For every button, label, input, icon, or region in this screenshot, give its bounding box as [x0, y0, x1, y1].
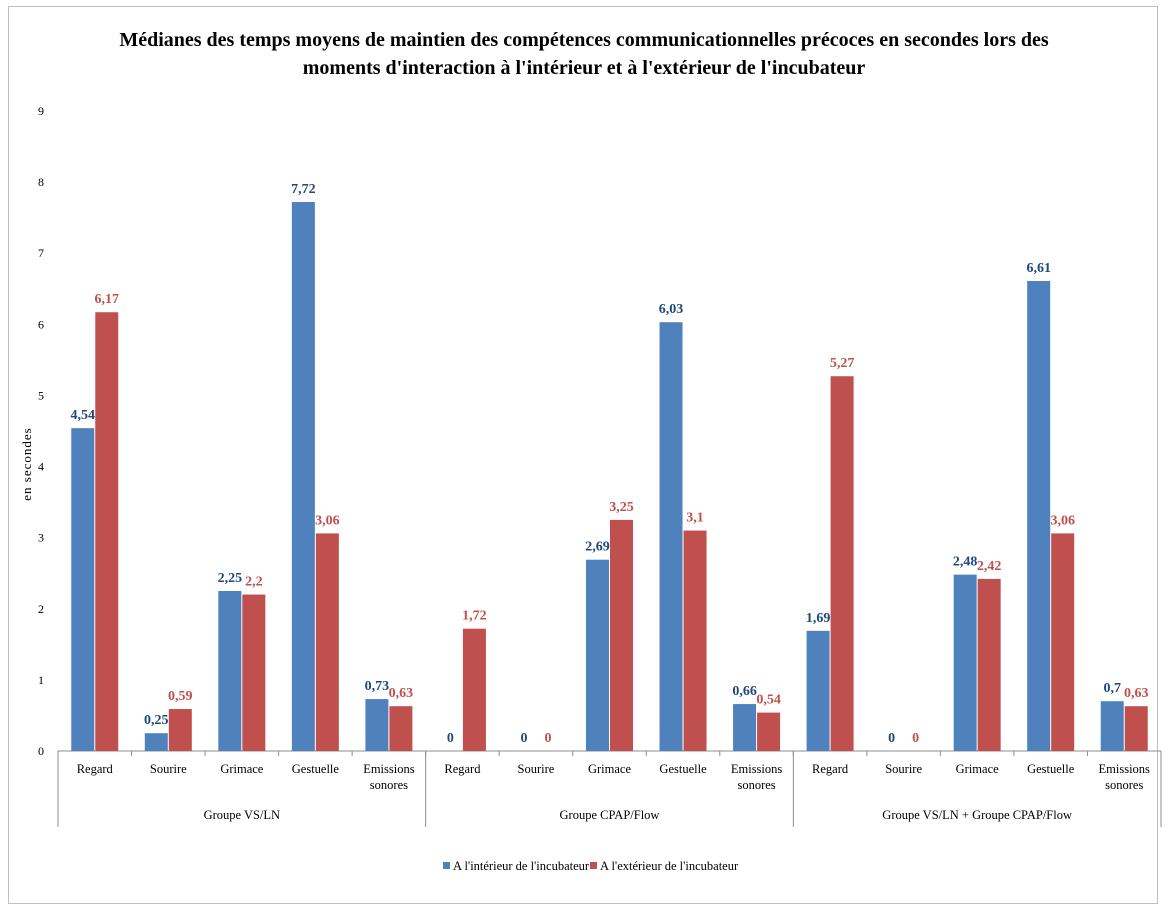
data-label: 6,61 [1026, 261, 1051, 276]
bar-exterieur [1051, 533, 1075, 751]
bar-exterieur [977, 578, 1001, 751]
legend-label: A l'extérieur de l'incubateur [600, 859, 739, 873]
category-label: Emissions [731, 762, 783, 776]
legend: A l'intérieur de l'incubateur A l'extérie… [443, 859, 739, 873]
bar-interieur [71, 428, 95, 751]
y-tick-label: 6 [38, 317, 44, 331]
category-label: sonores [1105, 778, 1143, 792]
category-label: Emissions [363, 762, 415, 776]
category-label: Emissions [1099, 762, 1151, 776]
data-label: 6,17 [95, 292, 120, 307]
data-label: 7,72 [291, 182, 316, 197]
category-label: sonores [370, 778, 408, 792]
bar-exterieur [757, 712, 781, 751]
data-label: 1,72 [462, 609, 487, 624]
data-label: 0 [520, 731, 527, 746]
data-label: 2,48 [953, 555, 978, 570]
data-label: 0 [447, 731, 454, 746]
bar-exterieur [462, 628, 486, 751]
data-label: 3,06 [1050, 513, 1075, 528]
category-label: Gestuelle [1027, 762, 1075, 776]
bar-interieur [953, 574, 977, 751]
data-label: 3,25 [609, 500, 634, 515]
data-label: 0 [888, 731, 895, 746]
data-label: 6,03 [659, 302, 684, 317]
chart-frame [8, 6, 1158, 904]
data-label: 0,59 [168, 689, 193, 704]
bar-interieur [218, 591, 242, 751]
category-label: Gestuelle [659, 762, 707, 776]
category-label: Sourire [885, 762, 922, 776]
bar-exterieur [242, 594, 266, 751]
bar-exterieur [315, 533, 339, 751]
data-label: 2,42 [977, 559, 1002, 574]
data-label: 1,69 [806, 611, 831, 626]
y-tick-label: 2 [38, 602, 44, 616]
group-label: Groupe VS/LN + Groupe CPAP/Flow [882, 808, 1072, 822]
bar-interieur [733, 704, 757, 751]
data-label: 4,54 [71, 408, 96, 423]
bar-exterieur [95, 312, 119, 751]
group-label: Groupe CPAP/Flow [560, 808, 660, 822]
legend-swatch [590, 862, 597, 869]
bar-exterieur [683, 530, 707, 751]
bar-interieur [144, 733, 168, 751]
y-tick-label: 0 [38, 744, 44, 758]
data-label: 0,66 [732, 684, 757, 699]
y-tick-label: 1 [38, 673, 44, 687]
category-label: Grimace [220, 762, 263, 776]
category-label: Grimace [588, 762, 631, 776]
bar-interieur [291, 202, 315, 751]
bar-interieur [806, 630, 830, 751]
data-label: 0,63 [389, 686, 414, 701]
data-label: 0,63 [1124, 686, 1149, 701]
category-label: Sourire [150, 762, 187, 776]
category-label: sonores [737, 778, 775, 792]
category-label: Regard [812, 762, 849, 776]
category-label: Grimace [956, 762, 999, 776]
bar-exterieur [610, 519, 633, 751]
data-label: 0,7 [1103, 681, 1121, 696]
bar-exterieur [1124, 706, 1148, 751]
bar-exterieur [830, 376, 854, 751]
bar-interieur [659, 322, 683, 751]
bar-exterieur [168, 709, 192, 751]
category-label: Regard [77, 762, 114, 776]
data-label: 2,69 [585, 540, 610, 555]
bar-exterieur [389, 706, 413, 751]
data-label: 3,06 [315, 513, 340, 528]
chart-title-line1: Médianes des temps moyens de maintien de… [119, 29, 1049, 51]
data-label: 0,73 [365, 679, 390, 694]
data-label: 5,27 [830, 356, 855, 371]
group-label: Groupe VS/LN [204, 808, 281, 822]
bar-interieur [586, 559, 609, 751]
y-axis-label: en secondes [19, 427, 34, 500]
y-tick-label: 4 [38, 460, 44, 474]
y-tick-label: 8 [38, 175, 44, 189]
bar-interieur [365, 699, 389, 751]
category-label: Sourire [518, 762, 555, 776]
data-label: 3,1 [686, 511, 704, 526]
plot-area: 0 1 2 3 4 5 6 7 8 9 4,54 6,17 Regard 0,25 0,59 Sourire 2… [38, 104, 1162, 827]
category-label: Gestuelle [292, 762, 340, 776]
data-label: 0,25 [144, 713, 169, 728]
y-tick-label: 5 [38, 388, 44, 402]
bar-interieur [1027, 280, 1051, 751]
chart-title-line2: moments d'interaction à l'intérieur et à… [303, 57, 866, 79]
data-label: 2,25 [218, 571, 243, 586]
y-tick-label: 9 [38, 104, 44, 118]
y-tick-label: 7 [38, 246, 44, 260]
legend-label: A l'intérieur de l'incubateur [453, 859, 590, 873]
category-label: Regard [444, 762, 481, 776]
data-label: 0 [544, 731, 551, 746]
data-label: 2,2 [245, 575, 263, 590]
data-label: 0 [912, 731, 919, 746]
legend-swatch [443, 862, 450, 869]
y-tick-label: 3 [38, 531, 44, 545]
data-label: 0,54 [756, 693, 781, 708]
bar-interieur [1100, 701, 1124, 751]
